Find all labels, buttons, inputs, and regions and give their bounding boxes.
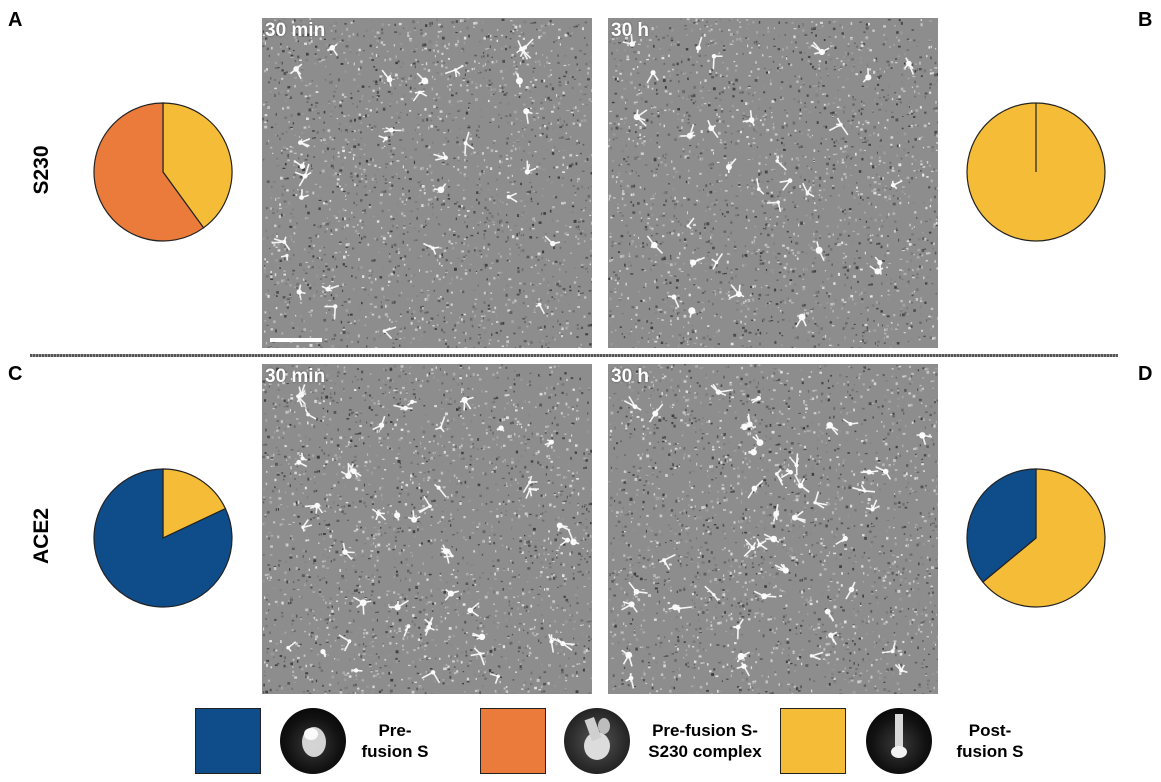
- time-label: 30 min: [265, 366, 326, 387]
- legend-swatch-complex: [480, 708, 546, 774]
- class-average-pre-fusion-icon: [280, 708, 346, 774]
- panel-letter-d: D: [1138, 363, 1153, 385]
- pie-slice-pre-fusion-s: [93, 468, 233, 608]
- pie-slice-pre-fusion-s: [966, 468, 1037, 583]
- row-label-s230: S230: [30, 145, 53, 195]
- legend-label-pre-fusion-s: Pre-fusion S: [361, 721, 429, 761]
- panel-letter-c: C: [8, 363, 23, 385]
- pie-slice-post-fusion-s: [162, 468, 227, 539]
- micrograph-ace2-30min: 30 min: [262, 364, 592, 694]
- class-average-complex-icon: [564, 708, 630, 774]
- legend-label-complex: Pre-fusion S- S230 complex: [648, 721, 762, 761]
- scale-bar: [270, 338, 322, 342]
- row-label-ace2: ACE2: [30, 507, 53, 565]
- time-label: 30 h: [611, 366, 650, 387]
- pie-slice-post-fusion-s: [981, 468, 1106, 608]
- legend-label-post-fusion-s: Post-fusion S: [956, 721, 1024, 761]
- pie-slice-pre-fusion-s-s230-complex: [93, 102, 205, 242]
- panel-letter-a: A: [8, 9, 23, 31]
- row-divider: [30, 354, 1118, 357]
- legend-swatch-pre-fusion-s: [195, 708, 261, 774]
- pie-chart-b: [966, 102, 1106, 242]
- pie-slice-post-fusion-s: [162, 102, 233, 229]
- class-average-post-fusion-icon: [866, 708, 932, 774]
- panel-letter-b: B: [1138, 9, 1153, 31]
- pie-chart-a: [93, 102, 233, 242]
- micrograph-ace2-30h: 30 h: [608, 364, 938, 694]
- time-label: 30 min: [265, 20, 326, 41]
- micrograph-s230-30min: 30 min: [262, 18, 592, 348]
- legend-swatch-post-fusion-s: [780, 708, 846, 774]
- micrograph-s230-30h: 30 h: [608, 18, 938, 348]
- pie-chart-d: [966, 468, 1106, 608]
- pie-chart-c: [93, 468, 233, 608]
- time-label: 30 h: [611, 20, 650, 41]
